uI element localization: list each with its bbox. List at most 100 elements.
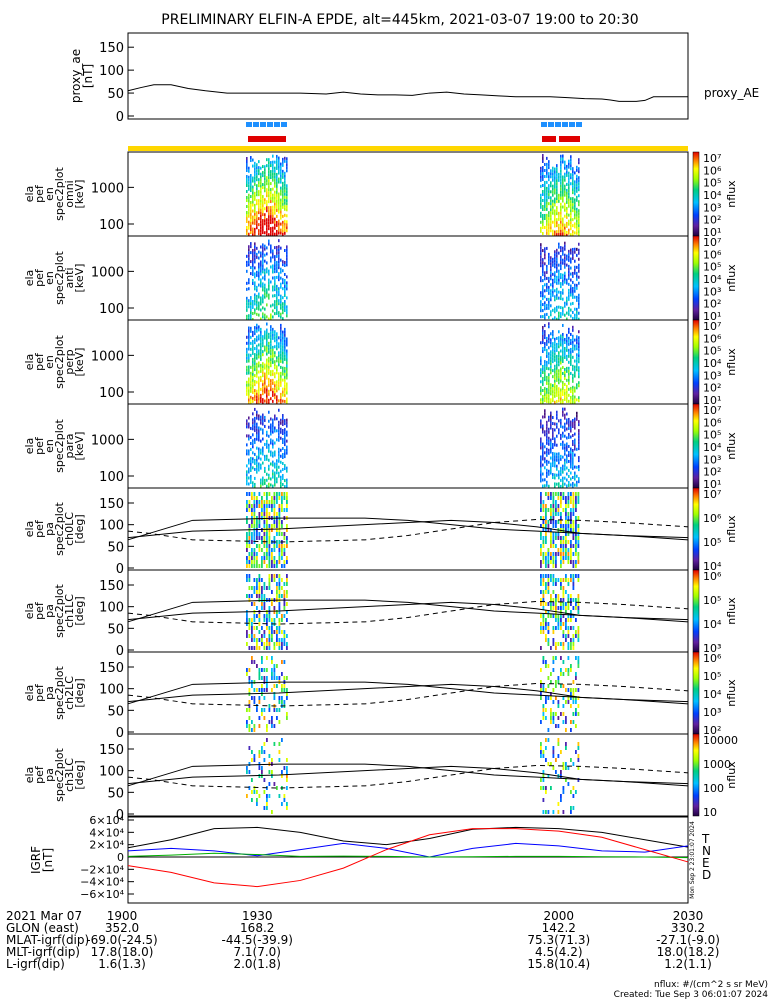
spec-cell [286,364,288,368]
pa-cell [258,754,261,758]
spec-cell [272,232,274,236]
spec-cell [578,296,580,300]
pa-cell [261,660,263,664]
spec-cell [554,346,556,350]
spec-cell [566,302,568,306]
spec-cell [572,463,574,467]
spec-cell [572,247,574,251]
spec-cell [546,156,548,160]
spec-cell [558,229,560,233]
pa-cell [283,594,286,598]
spec-cell [576,447,578,451]
pa-frame [127,651,689,735]
pa-cell [555,712,557,716]
pa-cell [550,598,552,602]
pa-cell [552,638,555,642]
spec-cell [270,313,272,317]
pa-cell [258,504,261,508]
spec-cell [566,466,568,470]
pa-cell [263,512,266,516]
pa-cell [271,578,273,582]
pa-cell [545,504,547,508]
spec-cell [276,163,278,167]
pa-cell [570,610,572,614]
spec-cell [250,317,252,321]
spec-cell [252,424,254,428]
spec-cell [262,252,264,256]
spec-cell [274,393,276,397]
spec-cell [282,429,284,433]
spec-cell [282,351,284,355]
spec-cell [570,290,572,294]
spec-cell [274,474,276,478]
pa-cell [560,548,562,552]
spec-cell [546,195,548,199]
spec-cell [264,348,266,352]
spec-cell [576,383,578,387]
spec-cell [254,296,256,300]
spec-cell [542,288,544,292]
spec-cell [250,386,252,390]
spec-cell [276,284,278,288]
spec-cell [274,294,276,298]
spec-cell [566,296,568,300]
spec-cell [548,303,550,307]
spec-cell [274,160,276,164]
spec-cell [560,190,562,194]
spec-cell [544,460,546,464]
spec-cell [540,199,542,203]
spec-cell [268,233,270,237]
spec-cell [558,396,560,400]
spec-cell [276,202,278,206]
pa-cell [258,516,261,520]
spec-cell [284,443,286,447]
spec-cell [252,457,254,461]
pa-cell [550,602,552,606]
spec-cell [556,305,558,309]
pa-cell [266,528,268,532]
spec-cell [266,322,268,326]
spec-cell [550,362,552,366]
pa-cell [565,500,567,504]
pa-cell [271,638,273,642]
spec-cell [548,334,550,338]
pa-cell [552,746,555,750]
spec-cell [248,335,250,339]
pa-ylabel-line: spec2plot [53,584,66,638]
spec-cell [248,482,250,486]
spec-cell [544,396,546,400]
pa-cell [263,790,266,794]
spec-cell [250,186,252,190]
spec-cell [250,299,252,303]
figure-title: PRELIMINARY ELFIN-A EPDE, alt=445km, 202… [161,12,638,28]
pa-cell [271,602,273,606]
spec-cell [552,260,554,264]
spec-cell [274,181,276,185]
pa-ylabel-line: pef [33,519,46,538]
spec-cell [266,352,268,356]
ae-ytick-label: 50 [107,87,124,102]
spec-cell [552,342,554,346]
pa-cell [570,602,572,606]
spec-cell [574,359,576,363]
spec-cell [282,181,284,185]
spec-cell [248,202,250,206]
spec-cell [552,458,554,462]
pa-cell [562,642,565,646]
spec-cell [256,226,258,230]
spec-cell [564,449,566,453]
spec-cell [560,267,562,271]
pa-cell [276,512,278,516]
pa-cell [560,684,562,688]
spec-cell [262,350,264,354]
pa-cell [567,524,570,528]
spec-cell [276,462,278,466]
spec-cell [578,459,580,463]
spec-cell [560,388,562,392]
spec-cell [252,311,254,315]
spec-cell [556,416,558,420]
spec-cell [578,435,580,439]
pa-cell [545,602,547,606]
pa-cell [266,520,268,524]
spec-cell [256,374,258,378]
